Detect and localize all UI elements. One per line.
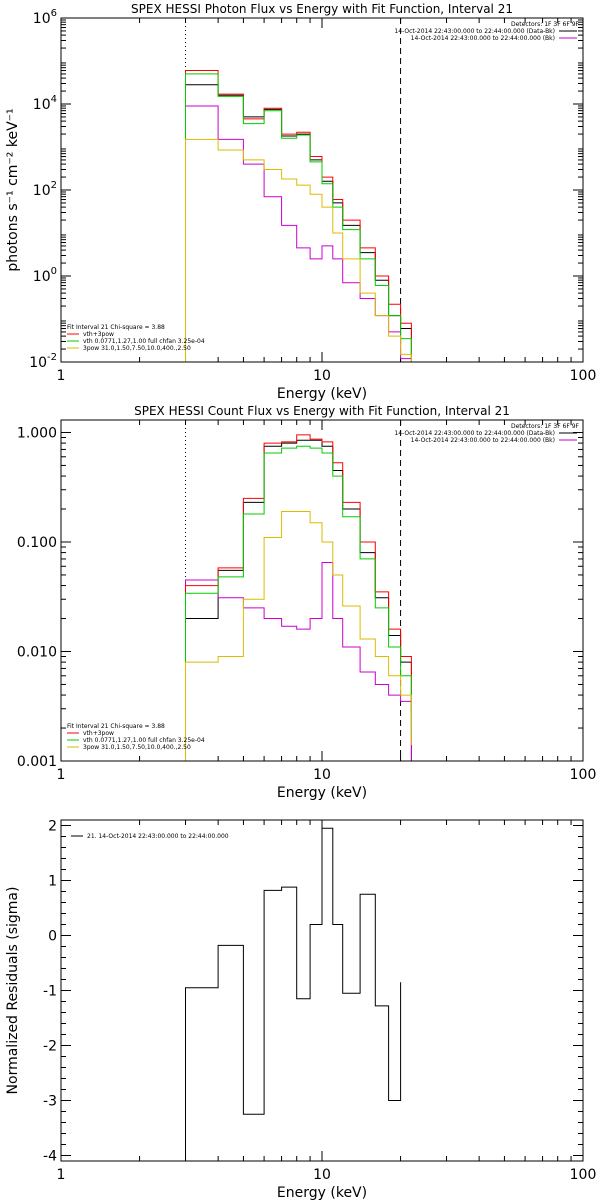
y-tick-label: 100 (33, 266, 57, 285)
legend-entry: 14-Oct-2014 22:43:00.000 to 22:44:00.000… (411, 437, 555, 444)
legend-entry: Fit Interval 21 Chi-square = 3.88 (67, 324, 165, 331)
x-axis-label: Energy (keV) (277, 1185, 367, 1200)
series-line-3 (185, 445, 412, 761)
x-tick-label: 1 (57, 368, 66, 384)
chart-panel-3: 1 10 100 Energy (keV) -4 -3 -2 -1 0 1 2 Normalized … (5, 819, 597, 1202)
chart-title: SPEX HESSI Count Flux vs Energy with Fit… (134, 404, 510, 418)
chart-panel-2: SPEX HESSI Count Flux vs Energy with Fit… (17, 404, 596, 801)
y-tick-exponent: 4 (51, 94, 57, 105)
y-axis-label: Normalized Residuals (sigma) (5, 887, 21, 1095)
legend-entry: 21. 14-Oct-2014 22:43:00.000 to 22:44:00… (87, 833, 229, 840)
y-tick-exponent: 0 (51, 266, 57, 277)
x-tick-label: 100 (570, 368, 597, 384)
series-line-4 (185, 138, 412, 362)
y-tick-base: 10 (33, 269, 51, 285)
series-line-2 (185, 434, 412, 761)
x-axis-label: Energy (keV) (277, 386, 367, 402)
chart-panel-1: SPEX HESSI Photon Flux vs Energy with Fi… (5, 2, 596, 402)
y-tick-label: 104 (33, 94, 57, 113)
legend-entry: 3pow 31.0,1.50,7.50,10.0,400.,2.50 (83, 345, 191, 352)
series-line-1 (185, 562, 412, 761)
y-tick-exponent: 2 (51, 180, 57, 191)
y-tick-label: 0.001 (17, 754, 57, 770)
x-tick-label: 1 (57, 1167, 66, 1183)
y-tick-base: 10 (33, 183, 51, 199)
x-tick-label: 10 (313, 368, 331, 384)
series-line-0 (185, 84, 412, 362)
legend-entry: Detectors: 1F 3F 6F 9F (511, 21, 580, 28)
x-tick-label: 1 (57, 767, 66, 783)
x-tick-label: 10 (313, 1167, 331, 1183)
y-tick-label: -2 (43, 1039, 57, 1055)
y-tick-label: -3 (43, 1094, 57, 1110)
y-tick-label: 0 (48, 929, 57, 945)
y-tick-exponent: -2 (47, 352, 57, 363)
legend-entry: Fit Interval 21 Chi-square = 3.88 (67, 723, 165, 730)
y-tick-label: 0.100 (17, 535, 57, 551)
y-tick-label: 102 (33, 180, 57, 199)
y-tick-label: -4 (43, 1149, 57, 1165)
series-line-0 (185, 827, 402, 1161)
y-axis-label: photons s⁻¹ cm⁻² keV⁻¹ (5, 108, 21, 271)
y-tick-label: 10-2 (29, 352, 57, 371)
y-tick-label: 106 (33, 8, 57, 27)
legend-entry: vth+3pow (83, 730, 114, 737)
series-line-0 (185, 439, 412, 761)
legend-entry: 14-Oct-2014 22:43:00.000 to 22:44:00.000… (394, 430, 555, 437)
x-tick-label: 10 (313, 767, 331, 783)
series-line-4 (185, 511, 412, 761)
legend-entry: Detectors: 1F 3F 6F 9F (511, 423, 580, 430)
y-tick-base: 10 (33, 97, 51, 113)
y-tick-label: 1.000 (17, 425, 57, 441)
y-tick-exponent: 6 (51, 8, 57, 19)
plot-frame (60, 419, 584, 762)
series-layer (185, 70, 412, 362)
y-tick-label: 1 (48, 874, 57, 890)
y-tick-label: -1 (43, 984, 57, 1000)
y-tick-label: 0.010 (17, 644, 57, 660)
series-line-1 (185, 105, 412, 362)
legend-entry: 3pow 31.0,1.50,7.50,10.0,400.,2.50 (83, 744, 191, 751)
chart-title: SPEX HESSI Photon Flux vs Energy with Fi… (131, 2, 513, 16)
series-layer (185, 434, 412, 761)
series-line-3 (185, 73, 412, 362)
y-tick-base: 10 (33, 11, 51, 27)
plot-frame (60, 819, 584, 1162)
y-tick-label: 2 (48, 819, 57, 835)
series-line-2 (185, 70, 412, 362)
legend-entry: vth 0.0771,1.27,1.00 full chfan 3.25e-04 (83, 338, 205, 345)
legend-entry: 14-Oct-2014 22:43:00.000 to 22:44:00.000… (394, 28, 555, 35)
y-tick-base: 10 (29, 355, 47, 371)
series-layer (185, 827, 402, 1161)
legend-entry: vth 0.0771,1.27,1.00 full chfan 3.25e-04 (83, 737, 205, 744)
legend-entry: vth+3pow (83, 331, 114, 338)
x-tick-label: 100 (570, 767, 597, 783)
x-tick-label: 100 (570, 1167, 597, 1183)
x-axis-label: Energy (keV) (277, 785, 367, 801)
plot-frame (60, 17, 584, 363)
legend-entry: 14-Oct-2014 22:43:00.000 to 22:44:00.000… (411, 35, 555, 42)
